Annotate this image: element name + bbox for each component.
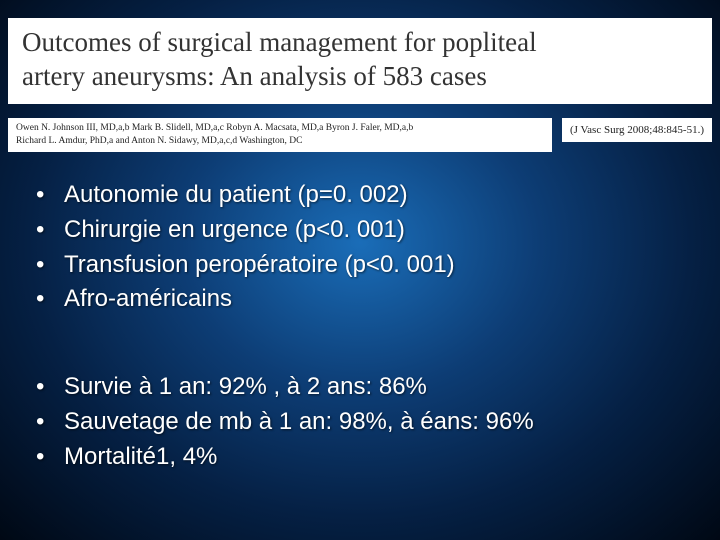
title-line-1: Outcomes of surgical management for popl… [22, 26, 698, 60]
list-item: • Survie à 1 an: 92% , à 2 ans: 86% [36, 370, 690, 405]
bullet-text: Mortalité1, 4% [64, 440, 690, 475]
slide: Outcomes of surgical management for popl… [0, 0, 720, 540]
list-item: • Chirurgie en urgence (p<0. 001) [36, 213, 690, 248]
bullet-text: Autonomie du patient (p=0. 002) [64, 178, 690, 213]
bullet-group-2: • Survie à 1 an: 92% , à 2 ans: 86% • Sa… [36, 370, 690, 474]
bullet-icon: • [36, 440, 64, 475]
list-item: • Sauvetage de mb à 1 an: 98%, à éans: 9… [36, 405, 690, 440]
bullet-text: Sauvetage de mb à 1 an: 98%, à éans: 96% [64, 405, 690, 440]
bullet-icon: • [36, 282, 64, 317]
authors-line-2: Richard L. Amdur, PhD,a and Anton N. Sid… [16, 135, 544, 148]
authors-box: Owen N. Johnson III, MD,a,b Mark B. Slid… [8, 118, 552, 152]
bullet-text: Survie à 1 an: 92% , à 2 ans: 86% [64, 370, 690, 405]
bullet-icon: • [36, 248, 64, 283]
bullet-icon: • [36, 370, 64, 405]
citation-box: (J Vasc Surg 2008;48:845-51.) [562, 118, 712, 142]
bullet-text: Transfusion peropératoire (p<0. 001) [64, 248, 690, 283]
bullet-icon: • [36, 213, 64, 248]
authors-line-1: Owen N. Johnson III, MD,a,b Mark B. Slid… [16, 122, 544, 135]
list-item: • Transfusion peropératoire (p<0. 001) [36, 248, 690, 283]
list-item: • Autonomie du patient (p=0. 002) [36, 178, 690, 213]
title-line-2: artery aneurysms: An analysis of 583 cas… [22, 60, 698, 94]
bullet-icon: • [36, 405, 64, 440]
bullet-text: Chirurgie en urgence (p<0. 001) [64, 213, 690, 248]
bullet-group-1: • Autonomie du patient (p=0. 002) • Chir… [36, 178, 690, 317]
list-item: • Mortalité1, 4% [36, 440, 690, 475]
list-item: • Afro-américains [36, 282, 690, 317]
authors-row: Owen N. Johnson III, MD,a,b Mark B. Slid… [8, 118, 712, 152]
bullet-text: Afro-américains [64, 282, 690, 317]
bullet-icon: • [36, 178, 64, 213]
title-box: Outcomes of surgical management for popl… [8, 18, 712, 104]
